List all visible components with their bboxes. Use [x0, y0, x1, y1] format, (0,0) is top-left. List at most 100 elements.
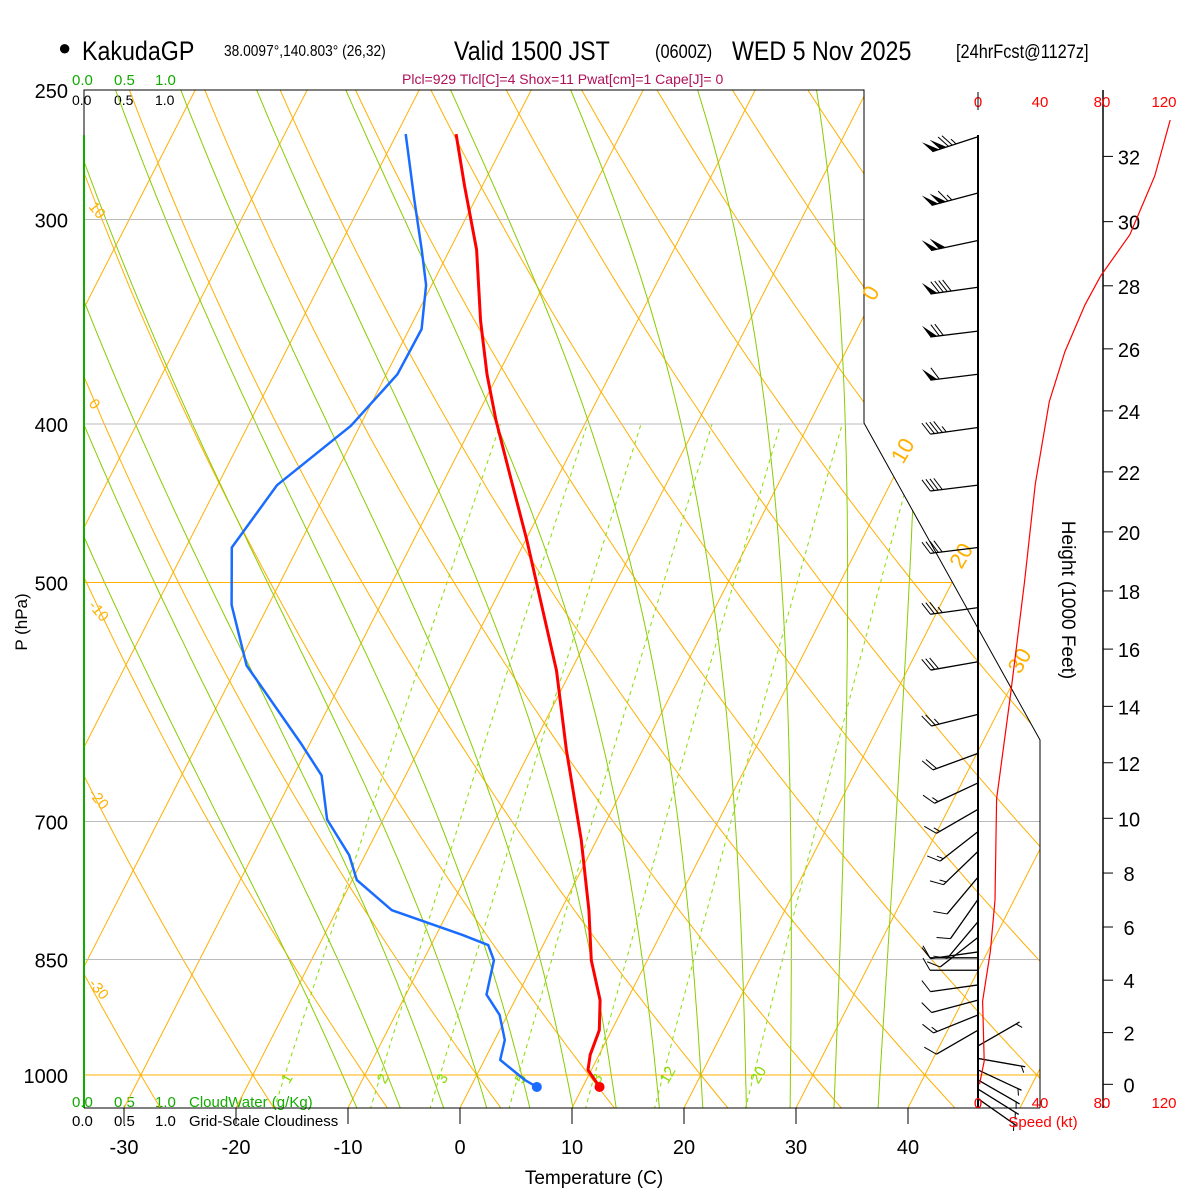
barb-feather — [921, 715, 932, 727]
wind-barb — [927, 936, 979, 968]
speed-tick-label-top: 0 — [974, 94, 982, 111]
barb-feather — [921, 980, 931, 992]
cloudiness-tick-top: 0.5 — [114, 92, 134, 108]
temperature-tick-label: -10 — [334, 1137, 363, 1159]
mixing-ratio-line — [273, 423, 501, 1108]
isotherm-line — [1015, 90, 1040, 1108]
cloudwater-tick-bottom: 0.0 — [72, 1094, 93, 1111]
barb-half-feather — [939, 879, 947, 883]
speed-tick-label-bottom: 80 — [1094, 1095, 1111, 1112]
wind-barbs — [921, 135, 1026, 1131]
barb-shaft — [931, 713, 979, 727]
cloudwater-label: CloudWater (g/Kg) — [189, 1094, 313, 1111]
isotherm-line — [567, 90, 1040, 1108]
pressure-tick-label: 1000 — [24, 1066, 69, 1088]
barb-feather — [925, 602, 935, 615]
mixing-ratio-label: 3 — [433, 1071, 452, 1087]
barb-feather — [924, 1046, 937, 1055]
barb-feather — [930, 281, 940, 293]
height-tick-label: 20 — [1118, 523, 1140, 545]
height-tick-label: 14 — [1118, 697, 1140, 719]
moist-adiabat-line — [332, 90, 661, 1108]
barb-shaft — [936, 808, 979, 834]
barb-shaft — [939, 831, 979, 862]
wind-barb — [977, 1098, 1018, 1131]
height-tick-label: 6 — [1123, 918, 1134, 940]
temperature-tick-label: 40 — [897, 1137, 919, 1159]
isotherm-line — [84, 90, 547, 1108]
cloudiness-label: Grid-Scale Cloudiness — [189, 1113, 339, 1130]
temperature-line — [454, 133, 602, 1088]
dewpoint-line — [230, 133, 538, 1088]
isotherm-line — [84, 90, 211, 1108]
barb-half-feather — [937, 606, 943, 613]
speed-tick-label-top: 120 — [1151, 94, 1176, 111]
barb-shaft — [931, 192, 979, 207]
wind-barb — [922, 782, 979, 804]
mixing-ratio-line — [584, 423, 782, 1108]
barb-feather — [925, 541, 935, 554]
dry-adiabat-line — [937, 90, 1040, 1108]
station-name: KakudaGP — [82, 36, 195, 66]
barb-feather — [921, 602, 931, 615]
dry-adiabat-line — [863, 90, 1040, 1108]
barb-feather — [929, 540, 939, 553]
moist-adiabat-line — [877, 90, 921, 1108]
mixing-ratio-label: 2 — [374, 1071, 393, 1087]
barb-half-feather — [1012, 1123, 1015, 1131]
mixing-ratio-label: 5 — [512, 1071, 531, 1087]
barb-feather — [921, 659, 932, 671]
height-tick-label: 16 — [1118, 640, 1140, 662]
barb-shaft — [939, 936, 979, 968]
valid-date: WED 5 Nov 2025 — [732, 36, 912, 66]
wind-barb — [921, 657, 979, 671]
barb-half-feather — [933, 718, 940, 725]
dry-adiabat-line — [192, 90, 850, 1108]
moist-adiabat-line — [84, 90, 361, 1108]
wind-barb — [921, 478, 979, 492]
mixing-ratio-label: 12 — [656, 1064, 679, 1087]
barb-feather — [929, 657, 939, 669]
wind-barb — [922, 945, 978, 959]
cloudiness-tick-bottom: 0.0 — [72, 1113, 93, 1130]
barb-feather — [921, 541, 931, 554]
barb-feather — [930, 367, 940, 380]
wind-barb — [977, 1057, 1026, 1073]
isotherm-line — [679, 90, 1040, 1108]
wind-barb — [921, 752, 979, 771]
wind-barb — [922, 957, 978, 971]
height-tick-label: 26 — [1118, 340, 1140, 362]
plot-frame — [83, 89, 1041, 1124]
speed-panel: 0246810121416182022242628303200404080801… — [974, 90, 1177, 1112]
wind-barb — [921, 980, 979, 993]
barb-shaft — [934, 782, 979, 804]
barb-shaft — [930, 373, 979, 381]
height-tick-label: 0 — [1123, 1075, 1134, 1097]
cloudwater-tick-top: 0.5 — [114, 72, 135, 89]
dry-adiabat-line — [341, 90, 1040, 1108]
wind-barb — [977, 1079, 1020, 1109]
cloudiness-tick-top: 1.0 — [155, 92, 175, 108]
barb-pennant — [929, 139, 947, 150]
wind-barb — [929, 850, 979, 886]
barb-feather — [933, 478, 943, 490]
barb-feather — [921, 947, 931, 959]
barb-shaft — [977, 1088, 1020, 1116]
plot-border — [83, 89, 1041, 1108]
wind-barb — [921, 190, 979, 207]
barb-feather — [930, 324, 940, 337]
barb-shaft — [977, 1021, 1020, 1047]
wind-barb — [921, 540, 979, 555]
isotherm-label: 30 — [1003, 644, 1037, 678]
dry-adiabat-line — [84, 90, 508, 1108]
isotherm-line — [84, 90, 435, 1108]
barb-feather — [929, 421, 939, 434]
barb-shaft — [936, 1029, 979, 1055]
barb-feather — [927, 855, 941, 862]
cloudiness-tick-top: 0.0 — [72, 92, 92, 108]
moist-adiabat-line — [84, 90, 404, 1108]
speed-tick-label-top: 80 — [1094, 94, 1111, 111]
barb-feather — [922, 794, 935, 804]
height-tick-label: 32 — [1118, 147, 1140, 169]
